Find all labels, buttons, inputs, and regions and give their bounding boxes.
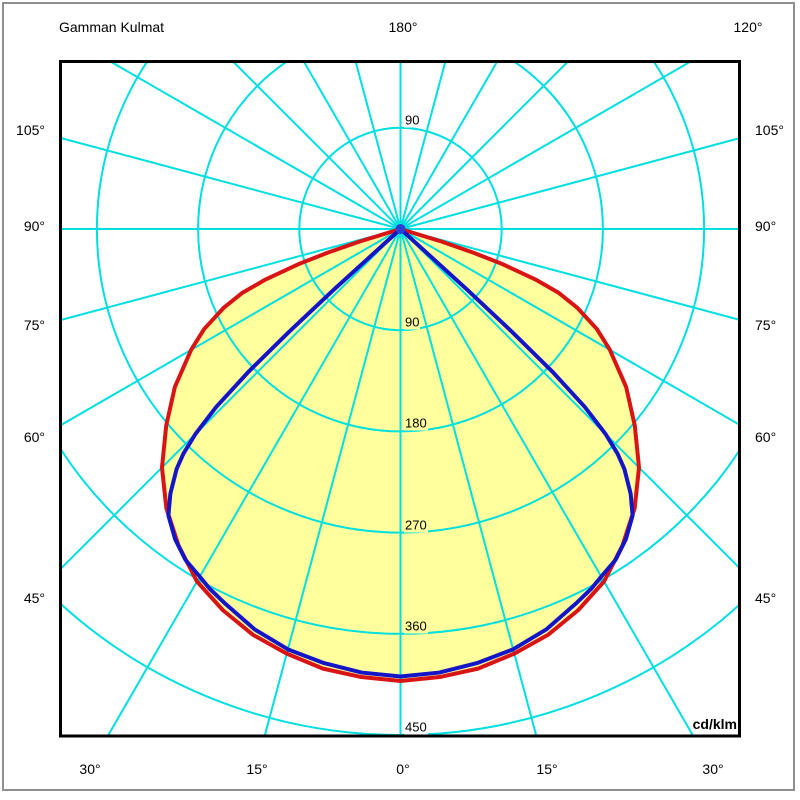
blue-curve-c90-c270 xyxy=(166,227,635,679)
gamma-label-top-center: 180° xyxy=(388,19,418,35)
ring-value-label: 450 xyxy=(404,719,428,735)
gamma-label-right-75: 75° xyxy=(755,317,777,333)
grid-ray xyxy=(60,228,402,427)
grid-ray xyxy=(263,228,402,736)
grid-ray xyxy=(399,228,538,736)
gamma-label-left-105: 105° xyxy=(16,122,45,138)
gamma-label-left-45: 45° xyxy=(23,590,45,606)
ring-value-label: 270 xyxy=(404,517,428,533)
pole-dot xyxy=(395,224,406,234)
grid-ray xyxy=(354,61,402,230)
ring-value-label: 90 xyxy=(404,314,421,330)
gamma-label-right-105: 105° xyxy=(755,122,784,138)
ring-value-label: 90 xyxy=(404,112,421,128)
gamma-label-left-60: 60° xyxy=(23,429,45,445)
gamma-label-bottom-30R: 30° xyxy=(702,761,724,777)
ring-value-label: 180 xyxy=(404,415,428,431)
grid-ray xyxy=(400,228,740,321)
gamma-label-right-45: 45° xyxy=(755,590,777,606)
gamma-label-bottom-0: 0° xyxy=(396,761,410,777)
unit-label: cd/klm xyxy=(692,716,737,732)
grid-ray xyxy=(399,228,740,426)
gamma-label-top-right: 120° xyxy=(733,19,763,35)
chart-title: Gamman Kulmat xyxy=(59,19,165,35)
grid-ray xyxy=(60,136,401,230)
red-curve-c0-c180 xyxy=(159,227,642,684)
gamma-label-right-60: 60° xyxy=(755,429,777,445)
grid-ray xyxy=(60,228,402,571)
grid-ray xyxy=(302,61,402,230)
grid-ray xyxy=(399,228,695,736)
grid-ray xyxy=(60,228,401,322)
grid-ray xyxy=(399,228,740,570)
grid-ray xyxy=(399,61,447,230)
grid-ray xyxy=(399,61,693,230)
gamma-label-bottom-15R: 15° xyxy=(536,761,558,777)
grid-ray xyxy=(231,61,402,230)
grid-ray xyxy=(108,61,402,230)
grid-ray xyxy=(399,61,499,230)
gamma-label-left-90: 90° xyxy=(23,218,45,234)
ring-value-label: 360 xyxy=(404,618,428,634)
gamma-label-bottom-15L: 15° xyxy=(246,761,268,777)
gamma-label-left-75: 75° xyxy=(23,317,45,333)
gamma-label-bottom-30L: 30° xyxy=(79,761,101,777)
plot-border xyxy=(59,60,741,738)
grid-ray xyxy=(400,137,740,230)
grid-ray xyxy=(399,61,570,230)
gamma-label-right-90: 90° xyxy=(755,218,777,234)
grid-ray xyxy=(106,228,402,736)
